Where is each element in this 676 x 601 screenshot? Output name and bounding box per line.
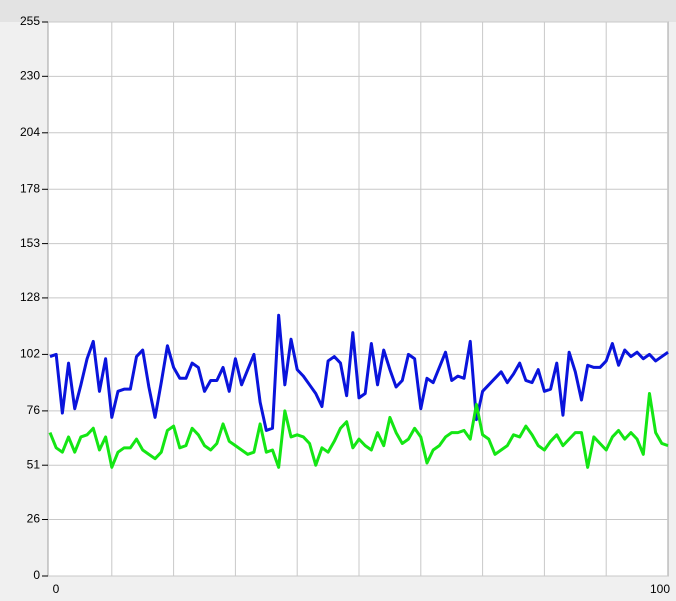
- y-tick-label: 178: [20, 181, 40, 195]
- y-tick-label: 153: [20, 236, 40, 250]
- y-tick-label: 102: [20, 347, 40, 361]
- y-tick-label: 0: [33, 568, 40, 582]
- y-tick-label: 26: [27, 512, 41, 526]
- x-tick-label: 0: [53, 582, 60, 596]
- y-tick-label: 128: [20, 290, 40, 304]
- y-tick-label: 204: [20, 125, 40, 139]
- y-tick-label: 51: [27, 457, 41, 471]
- line-series: [48, 392, 669, 469]
- plot-area: [47, 21, 669, 577]
- y-tick-label: 255: [20, 14, 40, 28]
- x-tick-label: 100: [650, 582, 670, 596]
- line-series: [49, 313, 669, 432]
- top-strip: [0, 0, 676, 22]
- y-tick-label: 230: [20, 68, 40, 82]
- y-tick-label: 76: [27, 403, 41, 417]
